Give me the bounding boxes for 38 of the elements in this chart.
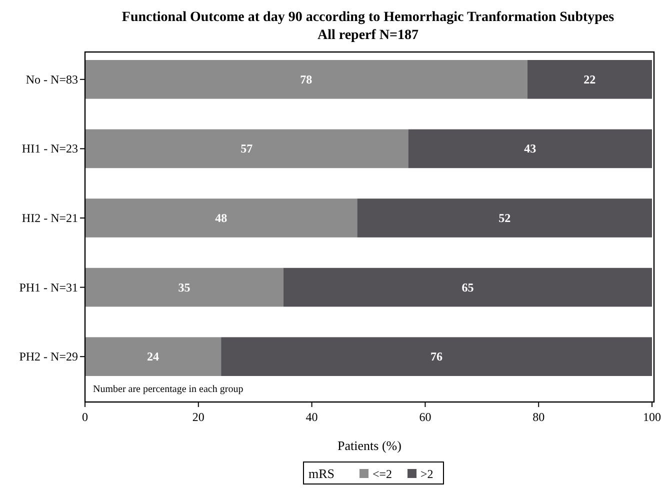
- x-tick-label: 40: [306, 410, 318, 424]
- bar: [85, 198, 358, 238]
- chart-subtitle: All reperf N=187: [317, 28, 419, 43]
- data-label: 22: [584, 72, 596, 86]
- bar: [85, 268, 284, 307]
- annotation: Number are percentage in each group: [93, 384, 244, 395]
- y-tick-label: HI1 - N=23: [22, 142, 78, 156]
- bar: [357, 198, 652, 238]
- legend-title: mRS: [308, 466, 335, 481]
- bar: [85, 337, 222, 376]
- data-label: 52: [498, 211, 511, 225]
- x-tick-label: 0: [82, 410, 88, 424]
- x-tick-label: 80: [532, 410, 545, 424]
- x-tick-label: 100: [643, 410, 661, 424]
- legend-label: >2: [420, 467, 434, 481]
- y-tick-label: No - N=83: [26, 72, 78, 86]
- y-tick-label: HI2 - N=21: [22, 211, 78, 225]
- data-label: 65: [462, 280, 474, 294]
- x-tick-label: 60: [419, 410, 432, 424]
- legend-label: <=2: [372, 467, 392, 481]
- y-tick-label: PH1 - N=31: [19, 280, 78, 294]
- data-label: 43: [524, 142, 536, 156]
- bar: [85, 60, 528, 99]
- data-label: 35: [178, 280, 190, 294]
- data-label: 24: [147, 350, 160, 364]
- bar: [221, 337, 652, 376]
- data-label: 57: [240, 142, 253, 156]
- bar: [408, 129, 652, 168]
- x-axis-title: Patients (%): [338, 438, 402, 453]
- bar: [283, 268, 652, 307]
- data-label: 78: [300, 72, 312, 86]
- x-tick-label: 20: [192, 410, 204, 424]
- data-label: 76: [430, 350, 443, 364]
- bar: [527, 60, 652, 99]
- chart-title: Functional Outcome at day 90 according to Hemorrhagic Tranformation Subtypes: [122, 10, 615, 25]
- data-label: 48: [215, 211, 228, 225]
- bar: [85, 129, 408, 168]
- y-tick-label: PH2 - N=29: [19, 350, 78, 364]
